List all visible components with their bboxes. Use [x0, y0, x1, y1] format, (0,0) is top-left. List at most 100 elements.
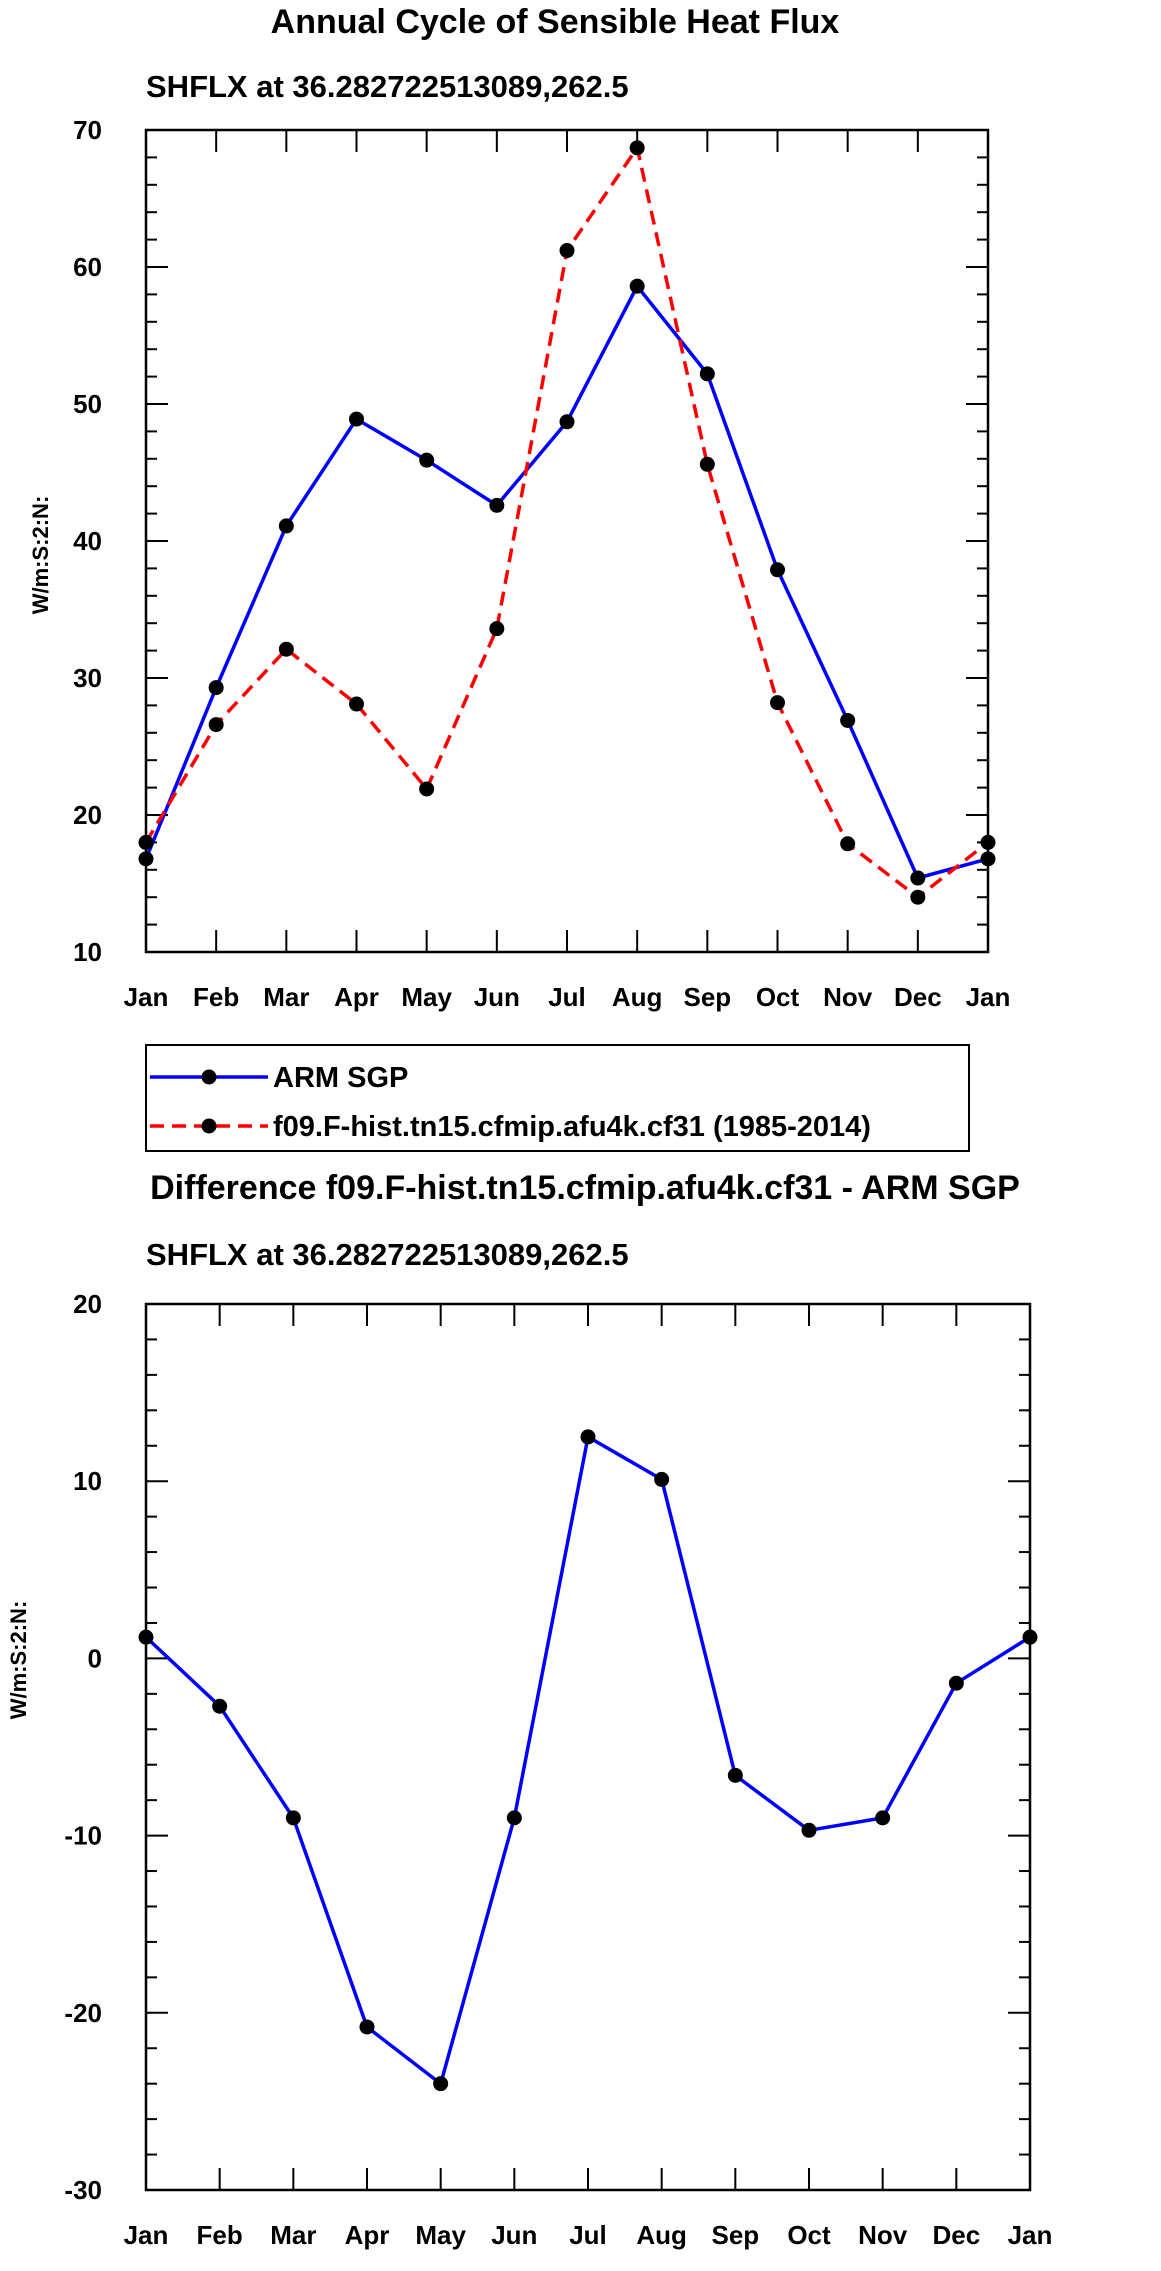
series-line-1 [144, 146, 990, 899]
x-tick-label: Nov [858, 2220, 908, 2250]
data-point-s0-2 [278, 518, 294, 534]
data-point-s0-7 [629, 278, 645, 294]
y-tick-label: 0 [88, 1643, 102, 1673]
data-point-s0-11 [910, 870, 926, 886]
data-point-s0-4 [419, 452, 435, 468]
data-point-s0-3 [349, 411, 364, 427]
y-tick-label: -20 [64, 1998, 102, 2028]
x-tick-label: Feb [197, 2220, 243, 2250]
chart2-series-lines [144, 1435, 1031, 2086]
x-tick-label: Jan [124, 982, 169, 1012]
data-point-s0-4 [433, 2076, 449, 2092]
chart1-title: Annual Cycle of Sensible Heat Flux [271, 3, 840, 41]
data-point-s0-7 [654, 1471, 670, 1487]
data-point-s1-10 [840, 836, 856, 852]
x-tick-label: Jan [124, 2220, 169, 2250]
x-tick-label: Jan [966, 982, 1011, 1012]
data-point-s0-12 [1022, 1629, 1038, 1645]
data-point-s1-9 [770, 695, 785, 711]
x-tick-label: Jun [491, 2220, 537, 2250]
data-point-s1-0 [138, 834, 154, 850]
chart2-y-tick-labels: -30 -20 -10 0 10 20 [64, 1289, 102, 2205]
data-point-s0-1 [208, 680, 224, 696]
x-tick-label: Apr [334, 982, 379, 1012]
y-tick-label: 70 [73, 115, 102, 145]
data-point-s0-6 [559, 414, 575, 430]
y-tick-label: 20 [73, 1289, 102, 1319]
data-point-s1-12 [980, 834, 996, 850]
data-point-s0-6 [580, 1429, 596, 1445]
data-point-s0-9 [801, 1822, 817, 1838]
data-point-s0-0 [138, 1629, 154, 1645]
data-point-s0-8 [699, 366, 715, 382]
annual-cycle-chart: Annual Cycle of Sensible Heat Flux SHFLX… [28, 3, 1010, 1012]
chart1-x-tick-labels: Jan Feb Mar Apr May Jun Jul Aug Sep Oct Nov Dec Jan [124, 982, 1011, 1012]
y-tick-label: -30 [64, 2175, 102, 2205]
x-tick-label: Sep [683, 982, 731, 1012]
chart1-subtitle: SHFLX at 36.282722513089,262.5 [146, 69, 629, 104]
data-point-s0-12 [980, 851, 996, 867]
data-point-s0-2 [285, 1810, 301, 1826]
chart1-y-tick-labels: 10 20 30 40 50 60 70 [73, 115, 102, 967]
data-point-s0-0 [138, 851, 154, 867]
y-tick-label: 20 [73, 800, 102, 830]
data-point-s0-5 [489, 497, 505, 513]
series-line-0 [144, 1435, 1031, 2086]
data-point-s0-5 [506, 1810, 522, 1826]
chart2-ticks [145, 1303, 1031, 2191]
difference-chart: Difference f09.F-hist.tn15.cfmip.afu4k.c… [6, 1169, 1052, 2250]
x-tick-label: Oct [787, 2220, 831, 2250]
data-point-s1-7 [629, 140, 645, 156]
chart1-markers [138, 140, 996, 905]
x-tick-label: Jul [548, 982, 586, 1012]
y-tick-label: -10 [64, 1821, 102, 1851]
x-tick-label: Dec [894, 982, 942, 1012]
y-tick-label: 60 [73, 252, 102, 282]
x-tick-label: Apr [345, 2220, 390, 2250]
legend-marker-model [201, 1118, 217, 1134]
data-point-s1-5 [489, 621, 505, 637]
x-tick-label: Feb [193, 982, 239, 1012]
x-tick-label: Jun [474, 982, 520, 1012]
data-point-s1-8 [699, 456, 715, 472]
data-point-s0-3 [359, 2019, 375, 2035]
chart1-series-lines [144, 146, 990, 899]
data-point-s0-1 [212, 1698, 228, 1714]
x-tick-label: Oct [756, 982, 800, 1012]
y-tick-label: 40 [73, 526, 102, 556]
x-tick-label: Sep [711, 2220, 759, 2250]
data-point-s0-9 [770, 562, 785, 578]
y-tick-label: 30 [73, 663, 102, 693]
x-tick-label: Dec [932, 2220, 980, 2250]
x-tick-label: Mar [263, 982, 309, 1012]
series-line-0 [144, 284, 989, 880]
chart2-ylabel: W/m:S:2:N: [6, 1601, 31, 1720]
x-tick-label: Jul [569, 2220, 607, 2250]
y-tick-label: 50 [73, 389, 102, 419]
y-tick-label: 10 [73, 937, 102, 967]
x-tick-label: May [415, 2220, 466, 2250]
legend-label-arm-sgp: ARM SGP [273, 1062, 408, 1094]
x-tick-label: Jan [1008, 2220, 1053, 2250]
chart2-x-tick-labels: Jan Feb Mar Apr May Jun Jul Aug Sep Oct Nov Dec Jan [124, 2220, 1053, 2250]
data-point-s1-2 [278, 641, 294, 657]
data-point-s0-8 [727, 1767, 743, 1783]
data-point-s1-1 [208, 717, 224, 733]
data-point-s0-11 [948, 1675, 964, 1691]
x-tick-label: May [401, 982, 452, 1012]
chart2-markers [138, 1429, 1038, 2092]
data-point-s0-10 [875, 1810, 891, 1826]
data-point-s1-6 [559, 243, 575, 259]
data-point-s1-3 [349, 696, 364, 712]
chart1-ylabel: W/m:S:2:N: [28, 496, 53, 615]
x-tick-label: Aug [636, 2220, 687, 2250]
chart2-title: Difference f09.F-hist.tn15.cfmip.afu4k.c… [150, 1169, 1020, 1207]
x-tick-label: Aug [612, 982, 663, 1012]
legend-frame [145, 1044, 970, 1152]
x-tick-label: Mar [270, 2220, 316, 2250]
data-point-s1-4 [419, 781, 435, 797]
x-tick-label: Nov [823, 982, 873, 1012]
chart2-subtitle: SHFLX at 36.282722513089,262.5 [146, 1237, 629, 1272]
